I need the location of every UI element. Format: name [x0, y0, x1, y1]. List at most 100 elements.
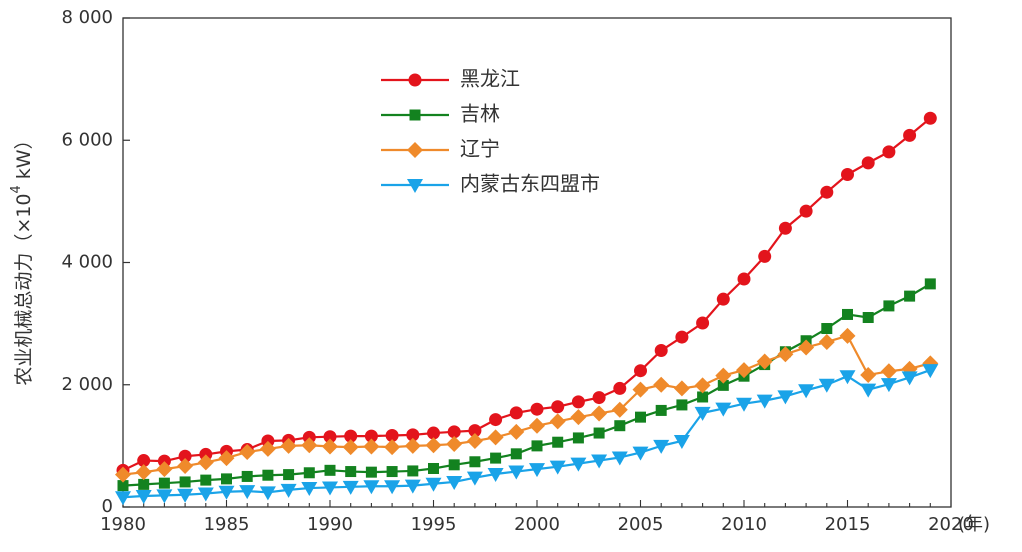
- data-point: [508, 465, 525, 480]
- data-point: [177, 458, 194, 475]
- legend-label: 辽宁: [460, 137, 500, 161]
- data-point: [593, 427, 605, 439]
- y-tick-label: 0: [102, 496, 113, 517]
- data-point: [342, 439, 359, 456]
- data-point: [490, 452, 502, 464]
- data-point: [572, 432, 584, 444]
- data-point: [549, 460, 566, 475]
- legend-item: 吉林: [381, 102, 500, 126]
- data-point: [737, 272, 751, 286]
- data-point: [904, 290, 916, 302]
- data-point: [384, 439, 401, 456]
- data-point: [200, 474, 212, 486]
- data-point: [303, 467, 315, 479]
- legend-item: 内蒙古东四盟市: [381, 172, 600, 196]
- data-point: [363, 480, 380, 495]
- data-point: [798, 339, 815, 356]
- data-point: [156, 461, 173, 478]
- data-point: [922, 364, 939, 379]
- series-4: [115, 364, 939, 506]
- series-1: [116, 111, 937, 477]
- series-line: [122, 369, 931, 499]
- series-line: [122, 282, 931, 487]
- data-point: [552, 436, 564, 448]
- data-point: [862, 312, 874, 324]
- data-point: [798, 384, 815, 399]
- data-point: [178, 449, 192, 463]
- series-layer: [115, 111, 939, 506]
- y-tick-label: 6 000: [61, 129, 113, 150]
- data-point: [715, 367, 732, 384]
- data-point: [634, 364, 647, 378]
- data-point: [758, 249, 772, 263]
- data-point: [676, 399, 688, 411]
- data-point: [777, 390, 794, 405]
- data-point: [818, 378, 835, 393]
- data-point: [655, 404, 667, 416]
- legend-item: 黑龙江: [381, 67, 520, 91]
- data-point: [137, 454, 151, 468]
- data-point: [115, 466, 131, 483]
- data-point: [529, 417, 545, 434]
- data-point: [135, 464, 152, 481]
- data-point: [197, 454, 214, 471]
- data-point: [756, 353, 773, 370]
- legend-label: 黑龙江: [460, 67, 520, 91]
- x-tick-label: 2005: [618, 514, 664, 535]
- data-point: [259, 440, 276, 457]
- data-point: [883, 300, 895, 312]
- series-line: [122, 117, 932, 472]
- data-point: [591, 454, 608, 469]
- data-point: [179, 476, 191, 488]
- data-point: [673, 380, 690, 397]
- data-point: [717, 379, 729, 391]
- x-tick-label: 1995: [411, 514, 457, 535]
- data-point: [487, 429, 504, 446]
- legend-label: 吉林: [460, 102, 500, 126]
- data-point: [860, 383, 877, 398]
- data-point: [839, 327, 856, 344]
- legend-marker: [407, 142, 423, 158]
- x-tick-label: 1985: [204, 514, 250, 535]
- data-point: [570, 409, 587, 426]
- data-point: [404, 437, 421, 454]
- data-point: [385, 428, 399, 442]
- data-point: [675, 330, 689, 344]
- data-point: [529, 463, 545, 478]
- data-point: [694, 377, 711, 394]
- data-point: [425, 437, 442, 454]
- series-2: [117, 278, 936, 492]
- data-point: [447, 425, 461, 439]
- data-point: [614, 420, 626, 432]
- data-point: [283, 469, 295, 481]
- data-point: [138, 478, 150, 490]
- data-point: [487, 467, 504, 482]
- data-point: [466, 471, 483, 486]
- data-point: [839, 370, 856, 385]
- data-point: [510, 448, 522, 460]
- data-point: [197, 487, 214, 502]
- data-point: [446, 436, 463, 453]
- data-point: [489, 413, 503, 427]
- x-tick-label: 1980: [100, 514, 146, 535]
- data-point: [262, 469, 274, 481]
- y-tick-label: 2 000: [61, 374, 113, 395]
- data-point: [301, 482, 318, 497]
- data-point: [117, 480, 129, 492]
- data-point: [736, 362, 752, 379]
- data-point: [344, 429, 358, 443]
- data-point: [322, 438, 338, 455]
- data-point: [530, 402, 544, 416]
- data-point: [446, 475, 463, 490]
- series-line: [122, 334, 931, 476]
- data-point: [448, 459, 460, 471]
- data-point: [508, 423, 525, 440]
- legend-marker: [407, 179, 423, 193]
- data-point: [324, 464, 336, 476]
- x-tick-label: 2010: [721, 514, 767, 535]
- series-3: [115, 327, 939, 483]
- axes: 0 2 000 4 000 6 000 8 000 1980 1985 1990 1995 200…: [61, 7, 990, 535]
- data-point: [407, 465, 419, 477]
- data-point: [466, 432, 483, 449]
